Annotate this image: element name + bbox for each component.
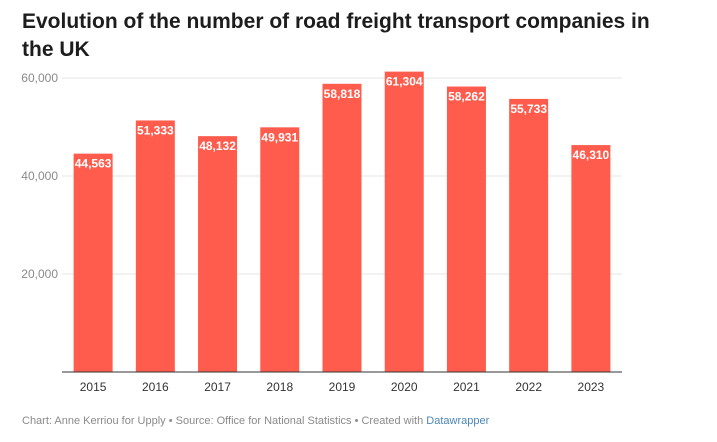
data-label-2022: 55,733 [510, 102, 547, 116]
x-tick-label: 2023 [578, 380, 605, 394]
x-tick-label: 2018 [266, 380, 293, 394]
bar-2015 [73, 153, 113, 372]
x-tick-label: 2022 [515, 380, 542, 394]
data-label-2019: 58,818 [324, 87, 361, 101]
x-tick-label: 2021 [453, 380, 480, 394]
x-tick-label: 2017 [204, 380, 231, 394]
chart-footer: Chart: Anne Kerriou for Upply • Source: … [22, 415, 489, 427]
data-label-2016: 51,333 [137, 123, 174, 137]
bars [73, 71, 611, 373]
x-axis-ticks: 2015 2016 2017 2018 2019 2020 2021 2022 2023 [80, 380, 605, 394]
data-label-2018: 49,931 [261, 130, 298, 144]
y-tick-label: 20,000 [21, 267, 58, 281]
data-label-2015: 44,563 [75, 157, 112, 171]
footer-credits: Chart: Anne Kerriou for Upply • Source: … [22, 415, 427, 427]
y-axis-ticks: 20,000 40,000 60,000 [21, 71, 58, 281]
data-label-2020: 61,304 [386, 75, 423, 89]
bar-2017 [198, 136, 238, 372]
bar-2023 [571, 145, 611, 372]
data-label-2023: 46,310 [573, 148, 610, 162]
x-tick-label: 2019 [329, 380, 356, 394]
x-tick-label: 2020 [391, 380, 418, 394]
data-label-2017: 48,132 [199, 139, 236, 153]
bar-2019 [322, 83, 362, 372]
bar-2022 [509, 98, 549, 373]
x-tick-label: 2016 [142, 380, 169, 394]
bar-2021 [446, 86, 486, 372]
datawrapper-link[interactable]: Datawrapper [426, 415, 490, 427]
y-tick-label: 60,000 [21, 71, 58, 85]
y-tick-label: 40,000 [21, 169, 58, 183]
x-tick-label: 2015 [80, 380, 107, 394]
chart-title: Evolution of the number of road freight … [22, 10, 650, 61]
data-label-2021: 58,262 [448, 90, 485, 104]
bar-2020 [384, 71, 424, 372]
data-labels: 44,563 51,333 48,132 49,931 58,818 61,304 58,2… [75, 75, 610, 171]
bar-2018 [260, 127, 300, 372]
bar-2016 [135, 120, 175, 373]
